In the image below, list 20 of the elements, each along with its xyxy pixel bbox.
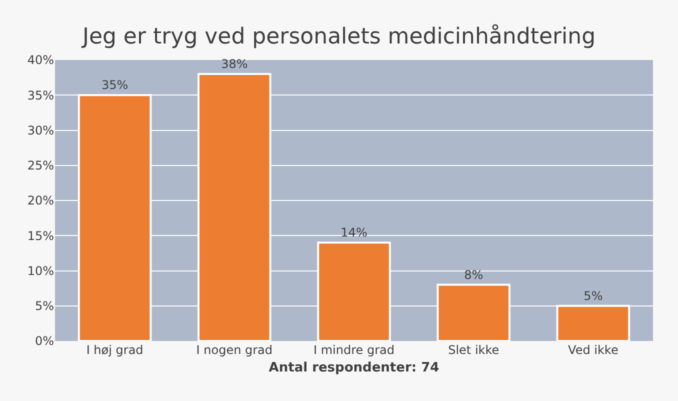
y-tick-label: 0% xyxy=(34,334,54,348)
chart-title: Jeg er tryg ved personalets medicinhåndtering xyxy=(80,23,596,50)
y-tick-label: 20% xyxy=(27,194,54,208)
y-tick-label: 10% xyxy=(27,264,54,278)
y-tick-label: 35% xyxy=(27,88,54,102)
y-tick-label: 30% xyxy=(27,123,54,138)
data-label: 38% xyxy=(221,57,248,72)
x-tick-label: Slet ikke xyxy=(448,343,500,357)
x-tick-label: I mindre grad xyxy=(314,343,394,357)
y-tick-label: 15% xyxy=(27,228,54,243)
x-tick-label: I nogen grad xyxy=(196,343,273,357)
y-tick-label: 5% xyxy=(34,299,54,314)
data-label: 35% xyxy=(101,78,128,92)
x-tick-label: I høj grad xyxy=(86,343,144,357)
y-tick-label: 25% xyxy=(27,158,54,173)
x-axis-title: Antal respondenter: 74 xyxy=(268,360,440,376)
x-tick-label: Ved ikke xyxy=(568,343,618,357)
data-label: 8% xyxy=(464,268,484,282)
y-tick-label: 40% xyxy=(27,53,54,68)
data-label: 5% xyxy=(584,288,603,303)
